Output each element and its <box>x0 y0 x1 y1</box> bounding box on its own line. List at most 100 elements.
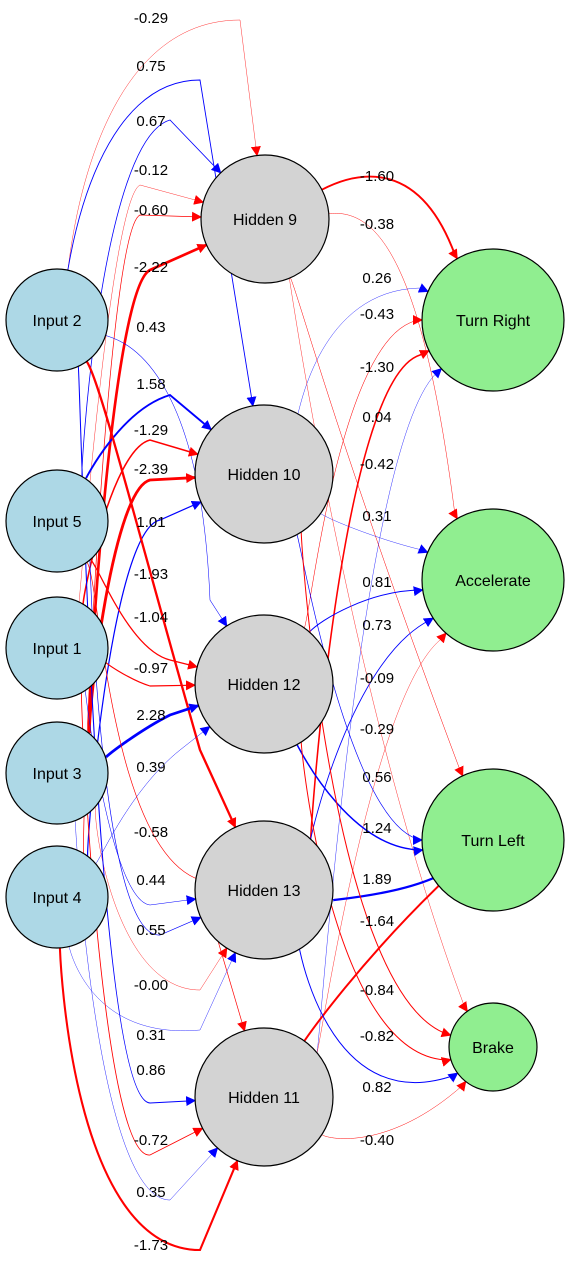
edge-weight-label: -0.29 <box>134 10 168 27</box>
output-node: Accelerate <box>421 508 565 652</box>
edge-h11-outL <box>303 874 451 1042</box>
edge-h10-outA <box>320 513 429 554</box>
edge-h12-outA <box>309 586 424 633</box>
input-node: Input 4 <box>5 845 109 949</box>
input-node: Input 5 <box>5 469 109 573</box>
node-label: Input 5 <box>33 514 82 531</box>
output-node-circle <box>421 508 565 652</box>
edge-weight-label: 1.89 <box>362 871 391 888</box>
edge-weight-label: -2.39 <box>134 461 168 478</box>
node-label: Brake <box>472 1040 514 1057</box>
edge-weight-label: 0.31 <box>362 508 391 525</box>
edge-weight-label: -0.12 <box>134 162 168 179</box>
hidden-node: Hidden 10 <box>194 404 334 544</box>
edge-weight-label: -1.04 <box>134 609 168 626</box>
edge-weight-label: -0.60 <box>134 202 168 219</box>
edge-weight-label: -1.93 <box>134 566 168 583</box>
edge-weight-label: -0.42 <box>360 456 394 473</box>
edge-in1-h11 <box>80 692 204 1156</box>
edge-weight-label: -0.72 <box>134 1132 168 1149</box>
edge-h9-outR <box>321 175 459 260</box>
node-label: Hidden 12 <box>228 677 301 694</box>
edge-weight-label: 0.75 <box>136 58 165 75</box>
output-node: Turn Right <box>421 248 565 392</box>
edge-weight-label: -1.60 <box>360 168 394 185</box>
edge-h13-outR <box>309 349 430 840</box>
edge-h11-outB <box>321 1080 467 1139</box>
edge-weight-label: 1.01 <box>136 514 165 531</box>
node-label: Hidden 13 <box>228 883 301 900</box>
node-label: Hidden 9 <box>233 212 297 229</box>
node-label: Input 3 <box>33 766 82 783</box>
edge-in2-h13 <box>85 360 237 829</box>
hidden-node-circle <box>194 820 334 960</box>
edge-weight-label: 0.81 <box>362 574 391 591</box>
node-label: Input 4 <box>33 890 82 907</box>
edge-in4-h11 <box>58 947 239 1252</box>
edge-h12-outB <box>300 741 452 1067</box>
node-label: Input 2 <box>33 313 82 330</box>
input-node-circle <box>5 721 109 825</box>
edge-weight-label: -0.58 <box>134 824 168 841</box>
edge-in4-h12 <box>95 725 211 864</box>
edge-weight-label: 1.58 <box>136 376 165 393</box>
edge-weight-label: -1.30 <box>360 359 394 376</box>
edge-weight-label: -0.97 <box>134 660 168 677</box>
edge-weight-label: 0.73 <box>362 617 391 634</box>
input-node-circle <box>5 268 109 372</box>
output-node-circle <box>448 1002 538 1092</box>
edge-h10-outB <box>300 531 452 1038</box>
edge-weight-label: 0.55 <box>136 922 165 939</box>
input-node-circle <box>5 596 109 700</box>
edge-h9-outL <box>290 277 464 777</box>
edge-in2-h9 <box>67 19 261 271</box>
hidden-node-circle <box>194 1027 334 1167</box>
hidden-node: Hidden 13 <box>194 820 334 960</box>
input-node-circle <box>5 845 109 949</box>
edge-h11-outA <box>316 632 447 1053</box>
edge-weight-label: -0.38 <box>360 216 394 233</box>
input-node: Input 1 <box>5 596 109 700</box>
edge-h13-outB <box>299 948 459 1084</box>
edge-weight-label: -0.00 <box>134 977 168 994</box>
edge-weight-label: 0.04 <box>362 409 391 426</box>
edge-weight-label: -0.84 <box>360 982 394 999</box>
edge-h9-outA <box>328 213 458 520</box>
edge-weight-label: 0.56 <box>362 769 391 786</box>
edge-weight-label: 0.43 <box>136 319 165 336</box>
edge-weight-label: -0.43 <box>360 306 394 323</box>
edge-weight-label: 1.24 <box>362 820 391 837</box>
edge-in4-h10 <box>86 500 202 857</box>
edge-h12-outL <box>296 744 424 857</box>
edge-weight-label: -1.73 <box>134 1237 168 1254</box>
node-label: Turn Left <box>461 833 525 850</box>
edge-weight-label: 0.44 <box>136 872 165 889</box>
node-label: Turn Right <box>456 313 531 330</box>
edge-weight-label: -0.29 <box>360 721 394 738</box>
input-node-circle <box>5 469 109 573</box>
input-node: Input 2 <box>5 268 109 372</box>
output-node-circle <box>421 248 565 392</box>
edge-in5-h12 <box>90 558 199 670</box>
node-label: Hidden 10 <box>228 467 301 484</box>
edge-in4-h13 <box>68 946 237 1031</box>
hidden-node-circle <box>194 404 334 544</box>
edge-h9-outB <box>289 278 468 1013</box>
edge-h13-outA <box>310 617 434 840</box>
edge-weight-label: -2.22 <box>134 259 168 276</box>
hidden-node: Hidden 11 <box>194 1027 334 1167</box>
edge-weight-label: 2.28 <box>136 707 165 724</box>
output-node-circle <box>421 768 565 912</box>
edge-weight-label: 0.35 <box>136 1184 165 1201</box>
hidden-node: Hidden 9 <box>200 154 330 284</box>
edge-weight-label: 0.82 <box>362 1079 391 1096</box>
edge-weight-label: -0.82 <box>360 1028 394 1045</box>
edge-weight-label: 0.26 <box>362 270 391 287</box>
edge-weight-label: -1.29 <box>134 422 168 439</box>
edge-h11-outR <box>316 368 443 1053</box>
edge-weight-label: -0.40 <box>360 1132 394 1149</box>
edge-weight-label: -1.64 <box>360 913 394 930</box>
edge-weight-label: 0.31 <box>136 1027 165 1044</box>
output-node: Brake <box>448 1002 538 1092</box>
